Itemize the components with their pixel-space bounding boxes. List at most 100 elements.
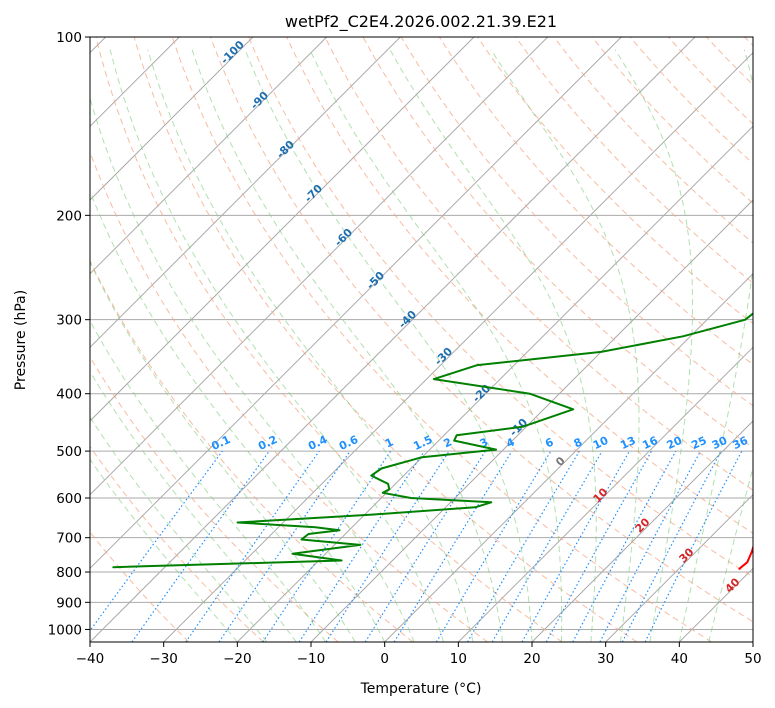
chart-title: wetPf2_C2E4.2026.002.21.39.E21 [285,12,557,32]
isotherm-line [457,346,753,642]
mixing-ratio-line [185,450,320,642]
mixing-ratio-label: 13 [618,434,637,452]
dry-adiabat-line [95,37,563,642]
mixing-ratio-line [325,450,450,642]
dry-adiabat-line [362,37,753,449]
profile-series [112,312,753,570]
x-axis-label: Temperature (°C) [360,681,482,697]
y-tick-label: 400 [56,387,82,403]
mixing-ratio-line [298,450,425,642]
x-tick-label: 10 [450,651,467,667]
plot-area: 0.1 0.2 0.4 0.6 1 1.5 2 3 4 6 8 10 13 16 20 25 30 36-100-… [90,37,753,642]
moist-adiabat-line [244,49,533,642]
mixing-ratio-line [218,450,351,642]
dry-adiabat-line [248,37,753,578]
dry-adiabat-lines [90,37,753,642]
y-tick-label: 800 [56,565,82,581]
x-tick-label: 50 [744,651,761,667]
x-axis-ticks: −40 −30 −20 −10 0 10 20 30 40 50 [76,642,762,667]
dewpoint-line [112,312,753,569]
mixing-ratio-label: 30 [710,434,730,452]
dry-adiabat-line [400,37,753,407]
moist-adiabat-line [90,458,238,642]
x-tick-label: −10 [297,651,326,667]
isotherm-line [90,37,475,422]
mixing-ratio-line [131,450,270,642]
dry-adiabat-line [515,37,753,284]
mixing-ratio-line [262,450,392,642]
dry-adiabat-line [629,37,753,165]
dry-adiabat-line [171,37,712,642]
y-tick-label: 900 [56,595,82,611]
moist-adiabat-line [90,416,268,642]
moist-adiabat-line [90,96,415,642]
mixing-ratio-line [435,450,552,642]
dry-adiabat-line [90,259,414,642]
mixing-ratio-label: 10 [591,434,611,452]
x-tick-label: 40 [671,651,688,667]
moist-adiabat-line [614,49,693,642]
mixing-ratio-line [599,450,702,642]
mixing-ratio-label: 36 [731,434,751,452]
x-tick-label: 0 [380,651,389,667]
moist-adiabat-line [109,49,445,642]
isotherm-line [605,493,753,642]
mixing-ratio-line [491,450,603,642]
dry-adiabat-line [324,37,753,491]
isotherm-line [531,420,753,642]
mixing-ratio-label: 25 [689,434,708,452]
mixing-ratio-label: 20 [665,434,685,452]
isotherm-lines [90,37,753,642]
isotherm-line [90,37,622,570]
moist-adiabat-line [191,49,503,642]
moist-adiabat-lines [90,49,753,642]
mixing-ratio-lines [90,450,743,642]
mixing-ratio-label: 16 [640,434,660,452]
x-tick-label: −20 [223,651,252,667]
moist-adiabat-line [389,49,597,642]
isotherm-line [90,37,328,275]
dry-adiabat-line [133,37,638,642]
mixing-ratio-line [621,450,722,642]
y-tick-label: 200 [56,208,82,224]
moist-adiabat-line [309,49,563,642]
y-tick-label: 300 [56,313,82,329]
moist-adiabat-line [90,370,297,642]
x-tick-label: 30 [597,651,614,667]
isotherm-line [90,37,254,201]
mixing-ratio-line [545,450,653,642]
isotherm-line [384,272,753,642]
dry-adiabat-line [591,37,753,204]
y-axis-ticks: 100 200 300 400 500 600 700 800 900 1000 [48,30,90,638]
isotherm-line [163,51,753,642]
moist-adiabat-line [90,319,327,642]
mixing-ratio-line [466,450,580,642]
y-tick-label: 700 [56,531,82,547]
moist-adiabat-line [147,49,474,642]
dry-adiabat-line [90,445,264,642]
moist-adiabat-line [678,49,753,642]
isotherm-line [90,37,696,642]
isotherm-line [90,37,401,349]
mixing-ratio-line [572,450,677,642]
x-tick-label: −40 [76,651,105,667]
moist-adiabat-line [708,465,753,642]
x-tick-label: −30 [149,651,178,667]
moist-adiabat-line [490,49,640,642]
isotherm-line [236,125,753,642]
y-tick-label: 500 [56,444,82,460]
mixing-ratio-line [90,450,223,632]
mixing-ratio-line [644,450,743,642]
isotherm-line [90,37,549,496]
dry-adiabat-line [477,37,753,325]
y-tick-label: 100 [56,30,82,46]
y-tick-label: 1000 [48,622,82,638]
y-axis-label: Pressure (hPa) [13,290,29,390]
x-tick-label: 20 [523,651,540,667]
plot-frame [89,36,754,643]
moist-adiabat-line [90,260,356,642]
y-tick-label: 600 [56,491,82,507]
dry-adiabat-line [210,37,753,623]
